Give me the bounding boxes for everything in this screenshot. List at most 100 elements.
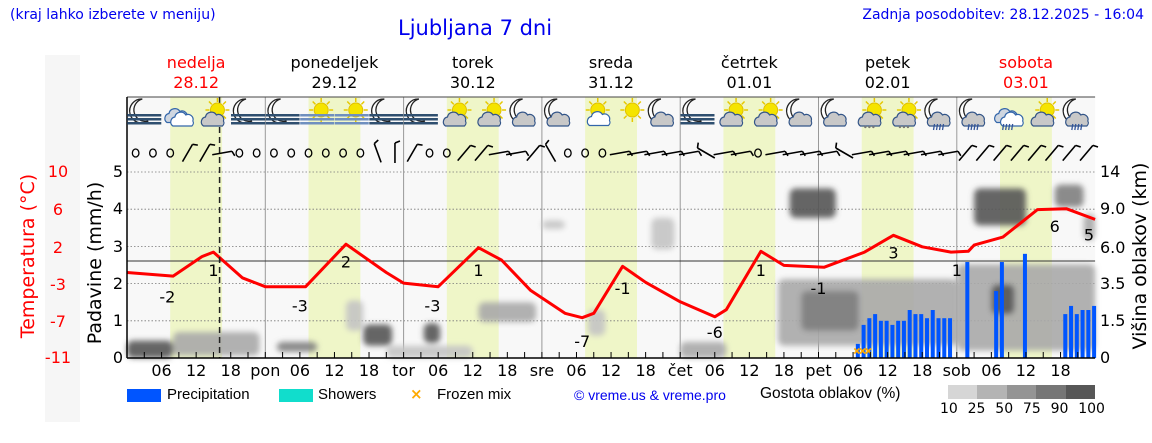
wind-barb-shaft (212, 150, 233, 156)
day-name: četrtek (720, 53, 778, 72)
moon-fog-icon (127, 98, 162, 125)
temperature-label: -3 (292, 297, 308, 316)
fog-line (369, 118, 404, 121)
cloud-shape (999, 111, 1024, 127)
cloud-shape (200, 111, 225, 127)
cloud-height-tick: 0 (1100, 348, 1111, 367)
precip-tick: 2 (112, 274, 123, 293)
temp-tick: -3 (50, 275, 66, 294)
x-hour-label: 06 (151, 361, 172, 380)
moon-cloud-rain-icon (1062, 98, 1089, 131)
precipitation-bar (884, 320, 889, 358)
fog-line (403, 114, 438, 117)
wind-calm-icon (425, 148, 434, 158)
moon-shape (405, 98, 426, 124)
wind-calm-icon (287, 148, 296, 158)
wind-barb-shaft (626, 150, 647, 156)
sun-ray (865, 100, 870, 105)
cloud-heavy-rain-icon (994, 108, 1024, 131)
cloud-shape (823, 111, 847, 127)
cloud-shape (719, 111, 744, 127)
precipitation-bar (936, 318, 941, 358)
sun-ray (1052, 115, 1057, 120)
precipitation-bar (1063, 314, 1068, 358)
precipitation-bar (1074, 314, 1079, 358)
wind-barb-icon (730, 150, 755, 157)
moon-shape (682, 98, 702, 124)
moon-cloud-rain-icon (924, 98, 951, 131)
wind-barb-icon (1010, 144, 1030, 162)
x-hour-label: 18 (912, 361, 933, 380)
sun-ray (879, 115, 884, 120)
wind-calm-icon (563, 148, 572, 158)
sun-ray (222, 115, 227, 120)
cloud-shape (926, 111, 951, 127)
fog-line (127, 114, 162, 117)
cloud-density-area (423, 323, 441, 344)
cloud-density-scale (948, 385, 1096, 399)
temp-tick: 2 (52, 238, 64, 257)
legend-showers-swatch (279, 389, 313, 402)
sun-ray (1052, 100, 1057, 105)
fog-line (334, 122, 369, 125)
fog-line (403, 118, 438, 121)
cloud-shape (857, 111, 882, 127)
temperature-line (126, 207, 1096, 320)
temperature-label: 3 (888, 243, 898, 262)
frozen-mix-cross-stroke (859, 347, 866, 355)
wind-barb-feather (834, 142, 838, 149)
wind-barb-shaft (1010, 144, 1025, 162)
precip-tick: 5 (112, 162, 123, 181)
wind-barb-feather (1058, 144, 1064, 148)
precipitation-bar (919, 314, 924, 358)
precipitation-bar (999, 262, 1004, 358)
x-hour-label: 18 (773, 361, 795, 380)
density-label: 25 (967, 401, 986, 417)
sun-ray (485, 100, 489, 105)
cloud-density-area (173, 331, 260, 356)
precip-tick: 0 (112, 348, 123, 367)
wind-barb-icon (474, 144, 494, 162)
sun-ray (464, 115, 469, 120)
sun-ray (326, 100, 331, 105)
sun-ray (775, 100, 780, 105)
sun-cloud-icon (1030, 98, 1060, 127)
sun-cloud-snow-icon (892, 98, 921, 129)
wind-barb-icon (975, 144, 995, 162)
sun-disc (313, 102, 329, 118)
precipitation-bar (965, 262, 970, 358)
cloud-height-tick: 6.0 (1100, 238, 1126, 257)
rain-drop (1071, 123, 1074, 131)
wind-calm-icon (269, 148, 278, 158)
x-hour-label: 12 (462, 361, 483, 380)
wind-calm-icon (148, 148, 157, 158)
moon-shape (232, 98, 253, 124)
day-name: sreda (588, 53, 634, 72)
wind-barb-shaft (406, 143, 418, 163)
wind-barb-feather (1023, 144, 1030, 148)
cloud-height-tick: 9.0 (1100, 199, 1126, 218)
fog-line (403, 122, 438, 125)
temperature-label: 1 (208, 261, 218, 280)
cloud-shape (892, 111, 916, 127)
density-swatch-50 (1006, 385, 1037, 399)
x-hour-label: 12 (600, 361, 622, 380)
cloud-density-area (588, 309, 606, 336)
cloud-density-area (1083, 214, 1096, 241)
moon-cloud-icon (785, 98, 813, 127)
fog-line (300, 122, 335, 125)
precipitation-bar (1086, 310, 1091, 358)
precipitation-bar (907, 310, 912, 358)
wind-barb-feather (1040, 144, 1047, 148)
cloud-density-scale-labels: 10 25 50 75 90 100 (940, 401, 1105, 417)
cloud-shape (1065, 111, 1089, 127)
credit-link[interactable]: © vreme.us & vreme.pro (574, 387, 726, 403)
day-name: sobota (998, 53, 1054, 72)
wind-barb-shaft (958, 144, 973, 162)
x-day-label: sob (942, 361, 971, 380)
wind-barb-shaft (373, 143, 382, 163)
wind-barb-shaft (992, 144, 1008, 162)
rain-drop (1080, 123, 1083, 131)
wind-barb-icon (1044, 144, 1064, 162)
cloud-height-tick: 3.5 (1100, 274, 1126, 293)
